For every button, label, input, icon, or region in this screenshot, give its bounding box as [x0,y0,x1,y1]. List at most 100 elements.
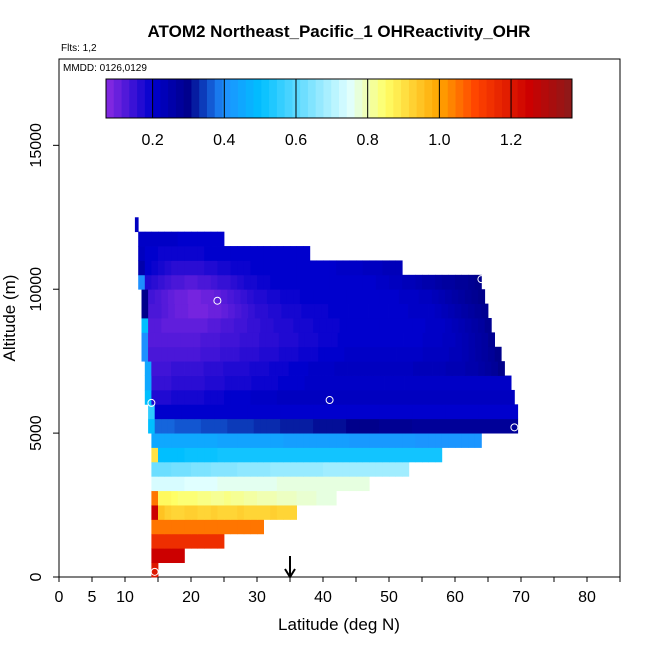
heatmap-cell [334,361,342,376]
heatmap-cell [164,246,172,261]
heatmap-cell [234,303,242,319]
heatmap-cell [332,418,340,434]
heatmap-cell [148,289,156,305]
heatmap-cell [497,361,505,376]
heatmap-cell [379,404,387,420]
heatmap-cell [418,404,426,420]
heatmap-cell [389,260,396,276]
heatmap-cell [257,274,264,290]
heatmap-cell [290,447,297,463]
heatmap-cell [290,461,297,477]
heatmap-cell [283,461,291,477]
heatmap-cell [191,433,198,448]
heatmap-cell [154,303,162,319]
heatmap-cell [383,332,391,348]
heatmap-cell [422,389,429,405]
colorbar-segment [556,79,565,118]
heatmap-cell [309,447,317,463]
heatmap-cell [260,289,268,305]
heatmap-cell [290,389,297,405]
heatmap-cell [174,346,182,362]
heatmap-cell [240,418,248,434]
heatmap-cell [316,260,324,276]
heatmap-cell [448,433,456,448]
heatmap-cell [395,433,403,448]
heatmap-cell [339,418,347,434]
heatmap-cell [171,505,179,520]
heatmap-cell [276,246,284,261]
heatmap-cell [253,404,261,420]
heatmap-cell [144,231,152,247]
heatmap-cell [386,361,394,376]
heatmap-cell [342,461,350,477]
heatmap-cell [408,447,416,463]
heatmap-cell [184,231,192,247]
heatmap-cell [293,404,301,420]
y-tick-label: 10000 [28,267,45,312]
heatmap-cell [217,519,225,535]
colorbar-segment [144,79,153,118]
heatmap-cell [243,389,251,405]
heatmap-cell [184,490,192,506]
heatmap-cell [187,289,195,305]
heatmap-cell [197,447,205,463]
heatmap-cell [248,303,256,319]
heatmap-cell [497,418,505,434]
heatmap-cell [204,519,212,535]
heatmap-cell [247,404,255,420]
heatmap-cell [217,447,225,463]
heatmap-cell [244,375,252,391]
heatmap-cell [309,274,317,290]
heatmap-cell [324,346,332,362]
heatmap-cell [184,433,192,448]
heatmap-cell [395,260,403,276]
heatmap-cell [464,375,472,391]
heatmap-cell [331,346,339,362]
colorbar-segment [307,79,317,118]
heatmap-cell [171,447,179,463]
heatmap-cell [323,490,330,506]
heatmap-cell [349,389,357,405]
heatmap-cell [384,375,392,391]
heatmap-cell [504,404,512,420]
heatmap-cell [441,274,449,290]
heatmap-cell [243,246,251,261]
heatmap-cell [247,418,255,434]
heatmap-cell [237,505,245,520]
heatmap-cell [392,404,400,420]
heatmap-cell [392,418,400,434]
colorbar-segment [486,79,495,118]
heatmap-cell [438,418,446,434]
heatmap-cell [164,447,172,463]
heatmap-cell [167,332,175,348]
colorbar-segment [214,79,223,118]
heatmap-cell [395,389,403,405]
heatmap-cell [352,289,360,305]
heatmap-cell [342,447,350,463]
heatmap-cell [354,361,362,376]
heatmap-cell [360,361,368,376]
heatmap-cell [405,404,413,420]
heatmap-cell [197,433,205,448]
heatmap-cell [395,447,403,463]
heatmap-cell [144,375,152,391]
heatmap-cell [329,260,337,276]
heatmap-cell [280,289,288,305]
heatmap-cell [405,418,413,434]
heatmap-cell [184,519,192,535]
heatmap-cell [369,433,377,448]
heatmap-cell [409,346,417,362]
heatmap-cell [184,274,192,290]
heatmap-cell [191,389,198,405]
heatmap-cell [141,332,149,348]
heatmap-cell [329,490,337,506]
heatmap-cell [210,519,218,535]
heatmap-cell [161,346,169,362]
heatmap-cell [187,332,195,348]
heatmap-cell [197,260,205,276]
heatmap-cell [370,332,378,348]
heatmap-cell [214,404,222,420]
heatmap-cell [217,533,225,549]
heatmap-cell [238,375,246,391]
